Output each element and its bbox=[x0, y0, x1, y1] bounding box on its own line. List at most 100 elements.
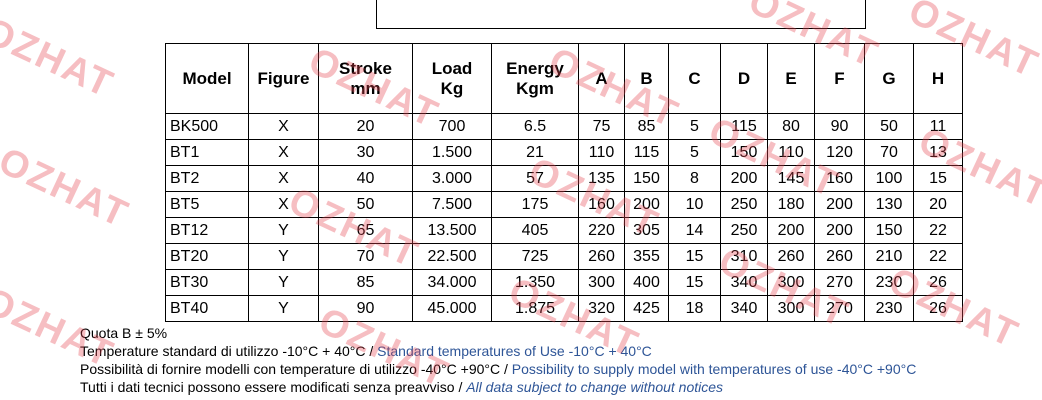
table-cell: 15 bbox=[668, 243, 721, 270]
table-cell: 135 bbox=[578, 165, 625, 192]
table-cell: BT30 bbox=[165, 269, 249, 296]
header-cell: D bbox=[720, 43, 768, 114]
table-cell: 200 bbox=[814, 217, 865, 244]
table-cell: 6.5 bbox=[491, 113, 579, 140]
figure-frame bbox=[376, 0, 866, 29]
header-line: Stroke bbox=[339, 58, 392, 78]
table-cell: 20 bbox=[913, 191, 963, 218]
table-cell: 700 bbox=[412, 113, 492, 140]
table-cell: 10 bbox=[668, 191, 721, 218]
table-cell: 110 bbox=[767, 139, 815, 166]
table-cell: 300 bbox=[578, 269, 625, 296]
table-cell: 200 bbox=[624, 191, 669, 218]
table-cell: 340 bbox=[720, 295, 768, 322]
table-cell: X bbox=[248, 191, 319, 218]
table-cell: 200 bbox=[814, 191, 865, 218]
table-cell: 15 bbox=[913, 165, 963, 192]
table-cell: Y bbox=[248, 269, 319, 296]
table-cell: 20 bbox=[318, 113, 413, 140]
table-cell: 210 bbox=[864, 243, 914, 270]
table-cell: 1.350 bbox=[491, 269, 579, 296]
table-cell: 180 bbox=[767, 191, 815, 218]
table-cell: 230 bbox=[864, 269, 914, 296]
header-cell: G bbox=[864, 43, 914, 114]
header-cell: Energy Kgm bbox=[491, 43, 579, 114]
table-cell: 14 bbox=[668, 217, 721, 244]
table-cell: BT2 bbox=[165, 165, 249, 192]
header-line: Kg bbox=[440, 78, 464, 98]
table-row: BT2 X 40 3.000 57 135 150 8 200 145 160 100 15 bbox=[165, 165, 963, 192]
header-line: Load bbox=[431, 58, 473, 78]
table-cell: 80 bbox=[767, 113, 815, 140]
header-line: mm bbox=[350, 78, 381, 98]
table-cell: 1.875 bbox=[491, 295, 579, 322]
table-cell: X bbox=[248, 113, 319, 140]
table-cell: 400 bbox=[624, 269, 669, 296]
table-cell: 13.500 bbox=[412, 217, 492, 244]
note-en: Standard temperatures of Use -10°C + 40°… bbox=[377, 343, 652, 359]
header-cell: A bbox=[578, 43, 625, 114]
table-cell: 8 bbox=[668, 165, 721, 192]
table-cell: BT40 bbox=[165, 295, 249, 322]
table-cell: 405 bbox=[491, 217, 579, 244]
table-cell: 145 bbox=[767, 165, 815, 192]
table-cell: 120 bbox=[814, 139, 865, 166]
table-row: BT30 Y 85 34.000 1.350 300 400 15 340 300 270 230 26 bbox=[165, 269, 963, 296]
note-line: Temperature standard di utilizzo -10°C +… bbox=[80, 342, 916, 360]
table-cell: 260 bbox=[578, 243, 625, 270]
table-cell: 22 bbox=[913, 217, 963, 244]
table-cell: 5 bbox=[668, 139, 721, 166]
header-cell: B bbox=[624, 43, 669, 114]
header-line: Kgm bbox=[516, 78, 554, 98]
note-en: All data subject to change without notic… bbox=[466, 379, 724, 395]
watermark: OZHAT bbox=[0, 140, 136, 237]
header-cell: Stroke mm bbox=[318, 43, 413, 114]
spec-table: Model Figure Stroke mm Load Kg Energy Kgm A B C D E F… bbox=[165, 43, 963, 322]
table-cell: 115 bbox=[624, 139, 669, 166]
table-cell: 110 bbox=[578, 139, 625, 166]
table-cell: 13 bbox=[913, 139, 963, 166]
header-cell: E bbox=[767, 43, 815, 114]
table-cell: 57 bbox=[491, 165, 579, 192]
header-cell: Figure bbox=[248, 43, 319, 114]
table-cell: 340 bbox=[720, 269, 768, 296]
table-cell: 22.500 bbox=[412, 243, 492, 270]
table-cell: 22 bbox=[913, 243, 963, 270]
note-en: Possibility to supply model with tempera… bbox=[511, 361, 917, 377]
table-cell: 40 bbox=[318, 165, 413, 192]
table-cell: 300 bbox=[767, 269, 815, 296]
table-cell: 45.000 bbox=[412, 295, 492, 322]
table-cell: 26 bbox=[913, 295, 963, 322]
table-cell: 3.000 bbox=[412, 165, 492, 192]
table-cell: 305 bbox=[624, 217, 669, 244]
table-row: BT12 Y 65 13.500 405 220 305 14 250 200 200 150 22 bbox=[165, 217, 963, 244]
header-cell: C bbox=[668, 43, 721, 114]
table-cell: 270 bbox=[814, 295, 865, 322]
table-cell: 75 bbox=[578, 113, 625, 140]
table-row: BK500 X 20 700 6.5 75 85 5 115 80 90 50 11 bbox=[165, 113, 963, 140]
table-cell: X bbox=[248, 139, 319, 166]
table-row: BT20 Y 70 22.500 725 260 355 15 310 260 260 210 22 bbox=[165, 243, 963, 270]
table-cell: 320 bbox=[578, 295, 625, 322]
table-cell: 200 bbox=[720, 165, 768, 192]
note-it: Quota B ± 5% bbox=[80, 325, 168, 341]
table-cell: 30 bbox=[318, 139, 413, 166]
table-row: BT1 X 30 1.500 21 110 115 5 150 110 120 70 13 bbox=[165, 139, 963, 166]
table-cell: 260 bbox=[814, 243, 865, 270]
table-cell: 85 bbox=[624, 113, 669, 140]
table-cell: 270 bbox=[814, 269, 865, 296]
table-cell: 34.000 bbox=[412, 269, 492, 296]
table-cell: BT5 bbox=[165, 191, 249, 218]
table-cell: 26 bbox=[913, 269, 963, 296]
table-cell: 150 bbox=[624, 165, 669, 192]
table-row: BT40 Y 90 45.000 1.875 320 425 18 340 300 270 230 26 bbox=[165, 295, 963, 322]
note-it: Possibilità di fornire modelli con tempe… bbox=[80, 361, 512, 377]
table-cell: 85 bbox=[318, 269, 413, 296]
table-cell: 425 bbox=[624, 295, 669, 322]
table-cell: 150 bbox=[720, 139, 768, 166]
table-cell: 300 bbox=[767, 295, 815, 322]
header-row: Model Figure Stroke mm Load Kg Energy Kgm A B C D E F… bbox=[165, 43, 963, 114]
note-it: Tutti i dati tecnici possono essere modi… bbox=[80, 379, 467, 395]
header-cell: Load Kg bbox=[412, 43, 492, 114]
